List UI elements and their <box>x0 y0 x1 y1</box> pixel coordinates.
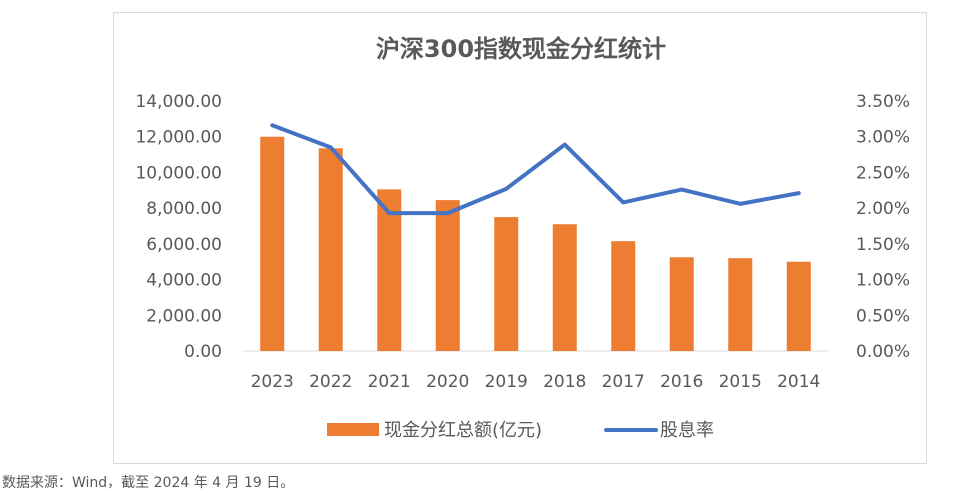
y-left-tick-label: 14,000.00 <box>135 92 222 112</box>
bar-2019 <box>494 217 519 351</box>
legend-swatch-bar <box>327 423 379 436</box>
y-left-tick-label: 4,000.00 <box>146 271 222 291</box>
y-left-tick-label: 10,000.00 <box>135 163 222 183</box>
x-tick-label: 2020 <box>426 372 469 392</box>
x-tick-label: 2016 <box>660 372 703 392</box>
y-left-tick-label: 6,000.00 <box>146 235 222 255</box>
bar-2016 <box>669 257 694 351</box>
bar-2018 <box>552 224 577 351</box>
y-right-tick-label: 0.50% <box>856 306 910 326</box>
dividend-chart: 沪深300指数现金分红统计 0.00 2,000.00 4,000.00 6,000.… <box>135 35 910 441</box>
source-note: 数据来源：Wind，截至 2024 年 4 月 19 日。 <box>2 475 295 491</box>
bar-2017 <box>611 241 636 351</box>
y-right-tick-label: 1.00% <box>856 271 910 291</box>
y-right-tick-label: 3.00% <box>856 128 910 148</box>
y-right-tick-label: 2.50% <box>856 163 910 183</box>
dividend-yield-line <box>270 123 801 216</box>
bar-2020 <box>435 200 460 351</box>
x-tick-label: 2021 <box>368 372 411 392</box>
bar-2021 <box>377 189 402 351</box>
x-tick-label: 2015 <box>719 372 762 392</box>
chart-title: 沪深300指数现金分红统计 <box>376 35 666 63</box>
bar-2014 <box>786 261 811 351</box>
y-right-tick-label: 2.00% <box>856 199 910 219</box>
bar-2022 <box>318 148 343 351</box>
x-tick-label: 2023 <box>251 372 294 392</box>
legend-label-line: 股息率 <box>660 420 714 441</box>
y-left-tick-label: 8,000.00 <box>146 199 222 219</box>
bar-2015 <box>728 258 753 351</box>
chart-frame: 沪深300指数现金分红统计 0.00 2,000.00 4,000.00 6,000.… <box>113 12 927 464</box>
y-right-tick-label: 1.50% <box>856 235 910 255</box>
x-tick-label: 2019 <box>485 372 528 392</box>
legend-label-bar: 现金分红总额(亿元) <box>384 420 542 441</box>
y-left-tick-label: 0.00 <box>184 342 222 362</box>
x-tick-label: 2018 <box>543 372 586 392</box>
x-tick-label: 2022 <box>309 372 352 392</box>
x-tick-label: 2017 <box>602 372 645 392</box>
legend: 现金分红总额(亿元) 股息率 <box>327 420 714 441</box>
y-left-tick-label: 12,000.00 <box>135 128 222 148</box>
bar-2023 <box>260 136 285 351</box>
y-left-tick-label: 2,000.00 <box>146 306 222 326</box>
y-right-tick-label: 3.50% <box>856 92 910 112</box>
y-right-tick-label: 0.00% <box>856 342 910 362</box>
x-tick-label: 2014 <box>777 372 820 392</box>
